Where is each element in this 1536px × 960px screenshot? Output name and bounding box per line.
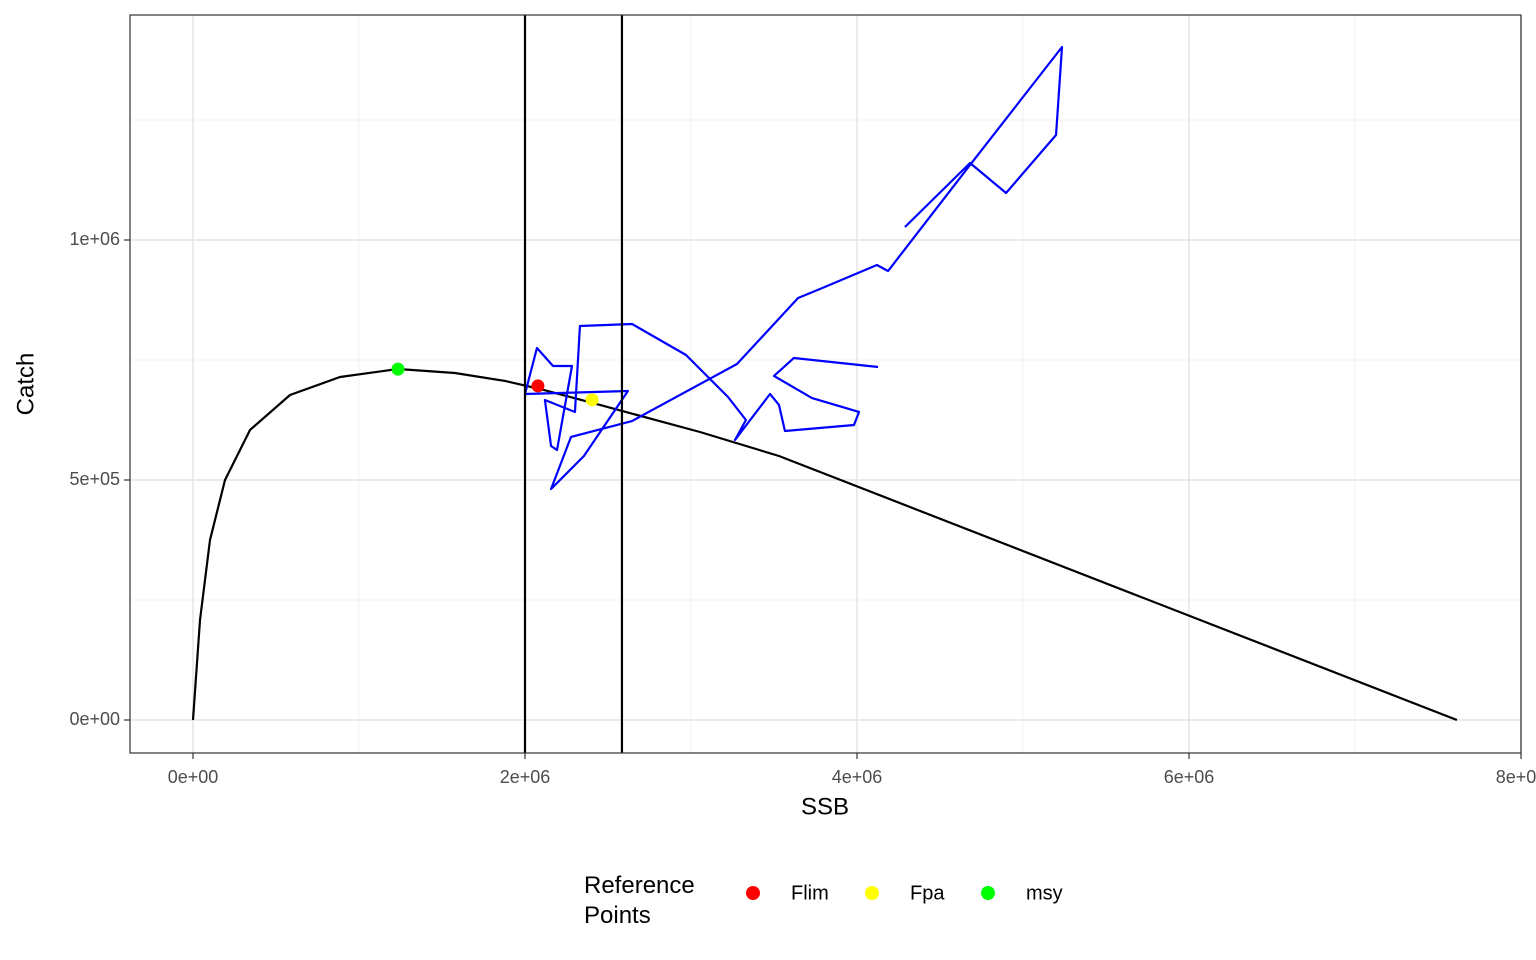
- reference-point: [531, 379, 545, 393]
- reference-point: [391, 362, 405, 376]
- series-line: [523, 45, 1064, 491]
- legend-title: Reference Points: [584, 872, 695, 929]
- x-tick-label: 0e+00: [168, 767, 219, 787]
- y-axis-title: Catch: [12, 353, 39, 416]
- x-tick-label: 6e+06: [1164, 767, 1215, 787]
- legend-label: msy: [1026, 882, 1063, 904]
- y-tick-label: 0e+00: [69, 709, 120, 729]
- legend-swatch: [865, 886, 879, 900]
- x-tick-label: 4e+06: [832, 767, 883, 787]
- plot-border: [129, 14, 1522, 754]
- reference-point: [585, 393, 599, 407]
- x-tick-label: 2e+06: [500, 767, 551, 787]
- legend-label: Fpa: [910, 882, 945, 904]
- plot-background: [130, 15, 1521, 753]
- legend-swatch: [981, 886, 995, 900]
- x-axis-title: SSB: [801, 793, 849, 820]
- legend-label: Flim: [791, 882, 829, 904]
- y-tick-label: 5e+05: [69, 469, 120, 489]
- y-tick-label: 1e+06: [69, 229, 120, 249]
- x-tick-label: 8e+06: [1496, 767, 1536, 787]
- legend-swatch: [746, 886, 760, 900]
